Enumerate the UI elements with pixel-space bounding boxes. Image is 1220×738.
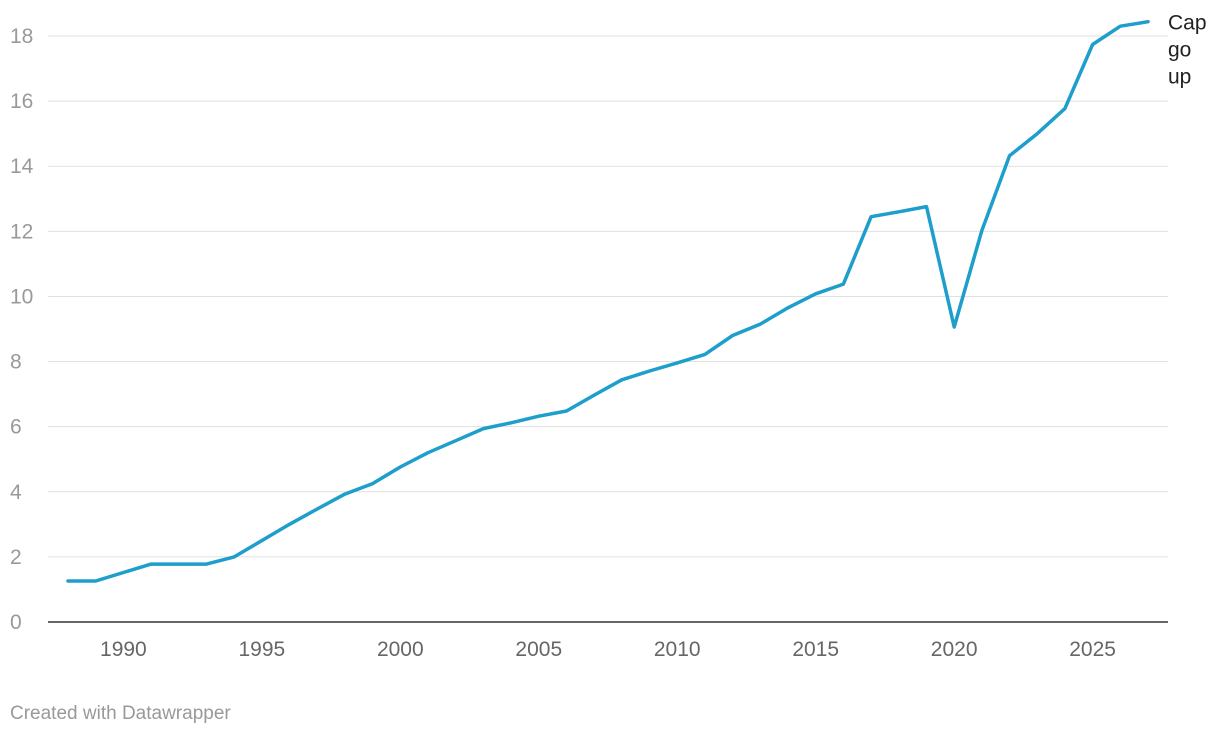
grid-lines	[48, 35, 1168, 558]
y-tick-label: 8	[10, 351, 22, 374]
x-tick-label: 2020	[931, 638, 978, 661]
x-axis-ticks: 1990 1995 2000 2005 2010 2015 2020 2025	[100, 638, 1116, 661]
datawrapper-credit[interactable]: Created with Datawrapper	[10, 703, 231, 724]
x-tick-label: 1990	[100, 638, 147, 661]
series-label-line: go	[1168, 39, 1191, 62]
y-tick-label: 10	[10, 285, 33, 308]
y-axis-ticks: 0 2 4 6 8 10 12 14 16 18	[10, 25, 34, 634]
series-label-line: Cap	[1168, 12, 1207, 35]
series-label-group: Cap go up	[1168, 12, 1207, 89]
x-tick-label: 2000	[377, 638, 424, 661]
line-chart: 0 2 4 6 8 10 12 14 16 18 1990 1995 2000 2005 2010 2015…	[10, 12, 1207, 661]
y-tick-label: 4	[10, 481, 22, 504]
series-line	[66, 19, 1150, 583]
y-tick-label: 16	[10, 90, 33, 113]
series-layer	[66, 19, 1150, 583]
y-tick-label: 6	[10, 416, 22, 439]
y-tick-label: 0	[10, 611, 22, 634]
y-tick-label: 14	[10, 155, 34, 178]
x-tick-label: 2015	[792, 638, 839, 661]
x-tick-label: 1995	[238, 638, 285, 661]
x-tick-label: 2010	[654, 638, 701, 661]
y-tick-label: 2	[10, 546, 22, 569]
series-label-line: up	[1168, 66, 1191, 89]
x-tick-label: 2005	[515, 638, 562, 661]
x-tick-label: 2025	[1069, 638, 1116, 661]
y-tick-label: 18	[10, 25, 33, 48]
y-tick-label: 12	[10, 220, 33, 243]
